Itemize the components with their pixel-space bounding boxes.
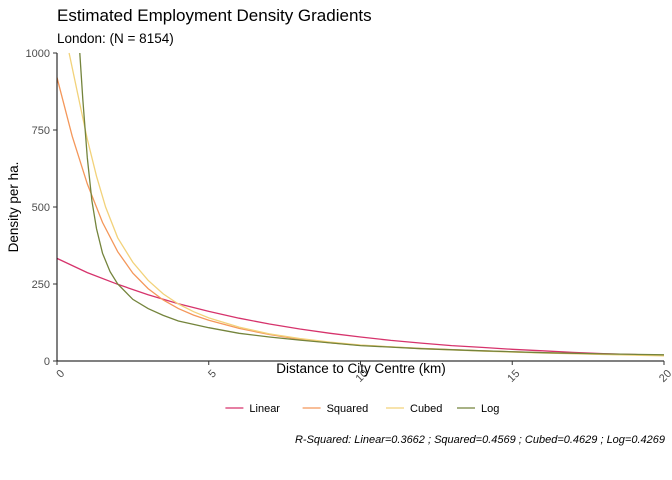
legend-label: Cubed	[410, 403, 442, 415]
legend-label: Log	[481, 403, 499, 415]
x-tick-label: 5	[206, 368, 219, 381]
y-tick-label: 750	[32, 125, 50, 137]
chart-title: Estimated Employment Density Gradients	[57, 6, 372, 25]
plot-area	[57, 52, 664, 357]
x-tick-label: 0	[54, 368, 67, 381]
legend-item-log: Log	[457, 403, 499, 415]
y-axis-title: Density per ha.	[6, 162, 21, 253]
x-tick-label: 20	[657, 368, 672, 385]
y-tick-label: 1000	[26, 48, 50, 60]
chart-caption: R-Squared: Linear=0.3662 ; Squared=0.456…	[295, 434, 665, 446]
series-line-cubed	[68, 52, 664, 357]
legend-item-squared: Squared	[302, 403, 369, 415]
x-axis-title: Distance to City Centre (km)	[276, 361, 446, 376]
legend-item-linear: Linear	[225, 403, 280, 415]
legend-item-cubed: Cubed	[386, 403, 442, 415]
y-tick-label: 500	[32, 202, 50, 214]
y-tick-label: 0	[44, 356, 50, 368]
legend-label: Squared	[327, 403, 369, 415]
y-axis: 0 250 500 750 1000	[26, 48, 58, 368]
y-tick-label: 250	[32, 279, 50, 291]
x-tick-label: 15	[505, 368, 522, 385]
legend-label: Linear	[249, 403, 280, 415]
series-line-squared	[57, 77, 664, 357]
legend: Linear Squared Cubed Log	[225, 403, 499, 415]
chart-subtitle: London: (N = 8154)	[57, 31, 174, 46]
series-line-linear	[57, 257, 664, 357]
series-line-log	[79, 52, 664, 356]
